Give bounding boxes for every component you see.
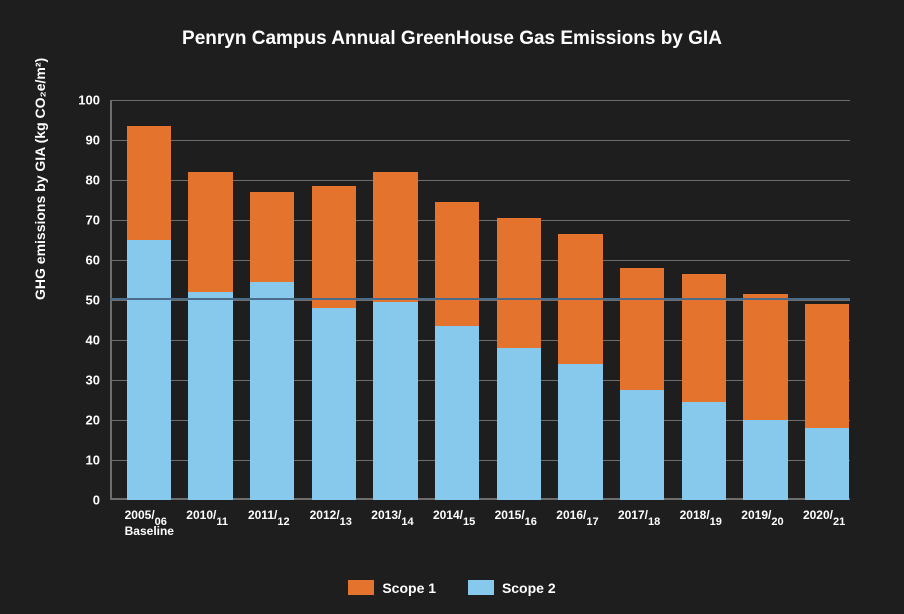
bar-scope2	[558, 364, 602, 500]
bar-scope1	[127, 126, 171, 240]
bar-scope2	[373, 302, 417, 500]
bar-scope2	[127, 240, 171, 500]
legend-item-scope2: Scope 2	[468, 580, 556, 596]
gridline	[110, 100, 850, 101]
x-tick-label: 2019/20	[741, 508, 793, 524]
y-tick-label: 80	[86, 173, 100, 188]
x-tick-label: 2015/16	[495, 508, 547, 524]
y-axis-title: GHG emissions by GIA (kg CO₂e/m²)	[32, 58, 48, 300]
legend-item-scope1: Scope 1	[348, 580, 436, 596]
bar-scope2	[682, 402, 726, 500]
bar-scope2	[250, 282, 294, 500]
bar-scope1	[188, 172, 232, 292]
gridline	[110, 140, 850, 141]
y-tick-label: 90	[86, 133, 100, 148]
bar-scope1	[312, 186, 356, 308]
y-tick-label: 30	[86, 373, 100, 388]
chart-title: Penryn Campus Annual GreenHouse Gas Emis…	[0, 28, 904, 50]
y-tick-label: 0	[93, 493, 100, 508]
x-tick-label: 2011/12	[248, 508, 300, 524]
emissions-chart: Penryn Campus Annual GreenHouse Gas Emis…	[0, 0, 904, 614]
y-tick-label: 20	[86, 413, 100, 428]
bar-scope2	[620, 390, 664, 500]
bar-scope2	[497, 348, 541, 500]
bar-scope2	[435, 326, 479, 500]
x-tick-label: 2012/13	[310, 508, 362, 524]
y-tick-label: 100	[78, 93, 100, 108]
bar-scope2	[805, 428, 849, 500]
bar-scope2	[743, 420, 787, 500]
x-tick-label: 2005/06Baseline	[125, 508, 177, 539]
x-tick-label: 2017/18	[618, 508, 670, 524]
bar-scope2	[188, 292, 232, 500]
y-tick-label: 50	[86, 293, 100, 308]
legend-label-scope1: Scope 1	[382, 580, 436, 596]
x-tick-label: 2014/15	[433, 508, 485, 524]
bar-scope1	[682, 274, 726, 402]
y-tick-label: 60	[86, 253, 100, 268]
bar-scope1	[620, 268, 664, 390]
reference-line	[110, 298, 850, 300]
x-tick-label: 2020/21	[803, 508, 855, 524]
x-tick-label: 2013/14	[371, 508, 423, 524]
x-tick-label: 2016/17	[556, 508, 608, 524]
y-tick-label: 10	[86, 453, 100, 468]
legend-label-scope2: Scope 2	[502, 580, 556, 596]
legend-swatch-scope1	[348, 580, 374, 595]
bar-scope1	[250, 192, 294, 282]
y-tick-label: 70	[86, 213, 100, 228]
y-tick-label: 40	[86, 333, 100, 348]
x-tick-label: 2018/19	[680, 508, 732, 524]
legend-swatch-scope2	[468, 580, 494, 595]
legend: Scope 1 Scope 2	[0, 580, 904, 599]
bar-scope1	[497, 218, 541, 348]
x-tick-label: 2010/11	[186, 508, 238, 524]
bar-scope2	[312, 308, 356, 500]
bar-scope1	[805, 304, 849, 428]
bar-scope1	[743, 294, 787, 420]
plot-area: 01020304050607080901002005/06Baseline201…	[110, 100, 850, 500]
bar-scope1	[435, 202, 479, 326]
bar-scope1	[373, 172, 417, 302]
